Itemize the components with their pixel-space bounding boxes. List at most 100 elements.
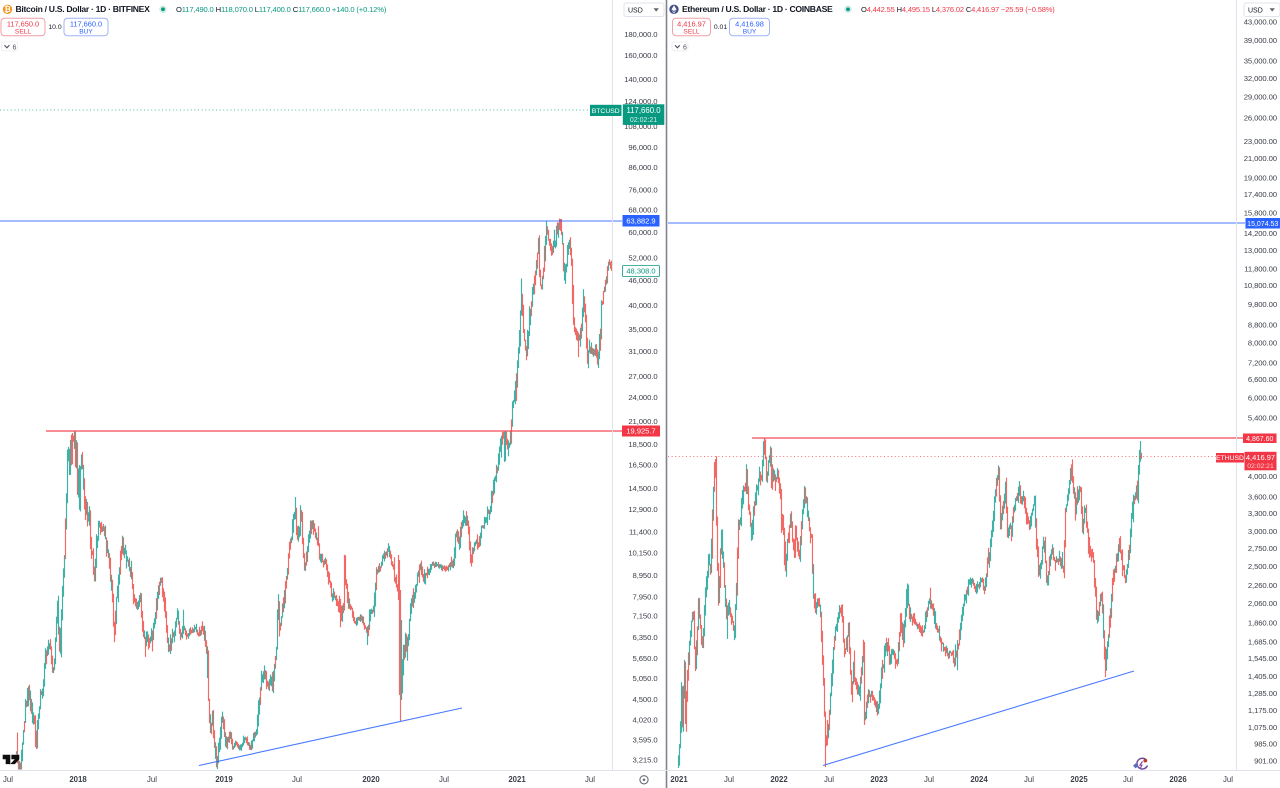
svg-text:BTCUSD: BTCUSD xyxy=(592,108,620,115)
svg-text:1,685.00: 1,685.00 xyxy=(1248,637,1277,646)
svg-text:BUY: BUY xyxy=(743,29,757,36)
svg-text:11,400.0: 11,400.0 xyxy=(629,527,658,536)
svg-text:48,308.0: 48,308.0 xyxy=(626,267,655,276)
svg-text:O117,490.0 H118,070.0 L117,400: O117,490.0 H118,070.0 L117,400.0 C117,66… xyxy=(176,5,388,14)
svg-text:8,800.00: 8,800.00 xyxy=(1248,320,1277,329)
svg-text:10.0: 10.0 xyxy=(48,24,61,31)
svg-text:ETHUSD: ETHUSD xyxy=(1216,455,1244,462)
svg-text:02:02:21: 02:02:21 xyxy=(630,117,657,124)
svg-text:31,000.0: 31,000.0 xyxy=(628,347,657,356)
svg-text:4,416.97: 4,416.97 xyxy=(677,19,706,28)
svg-text:11,800.00: 11,800.00 xyxy=(1244,264,1277,273)
svg-text:2025: 2025 xyxy=(1070,775,1088,784)
svg-text:29,000.00: 29,000.00 xyxy=(1244,93,1277,102)
svg-text:4,500.0: 4,500.0 xyxy=(633,695,658,704)
svg-text:8,950.0: 8,950.0 xyxy=(633,571,658,580)
svg-text:40,000.0: 40,000.0 xyxy=(628,301,657,310)
svg-text:2024: 2024 xyxy=(970,775,988,784)
svg-text:0.01: 0.01 xyxy=(714,24,727,31)
svg-text:4,867.60: 4,867.60 xyxy=(1246,436,1273,443)
svg-text:Jul: Jul xyxy=(724,775,734,784)
svg-text:6: 6 xyxy=(13,44,17,51)
svg-text:2019: 2019 xyxy=(215,775,233,784)
svg-text:2,060.00: 2,060.00 xyxy=(1248,599,1277,608)
svg-text:Jul: Jul xyxy=(1123,775,1133,784)
svg-text:Jul: Jul xyxy=(439,775,449,784)
svg-text:6,600.00: 6,600.00 xyxy=(1248,375,1277,384)
svg-text:76,000.0: 76,000.0 xyxy=(628,185,657,194)
svg-text:5,400.00: 5,400.00 xyxy=(1248,414,1277,423)
svg-text:2023: 2023 xyxy=(870,775,888,784)
svg-text:19,925.7: 19,925.7 xyxy=(626,427,655,436)
svg-text:7,950.0: 7,950.0 xyxy=(633,592,658,601)
svg-text:63,882.9: 63,882.9 xyxy=(626,216,655,225)
svg-text:68,000.0: 68,000.0 xyxy=(628,205,657,214)
svg-text:86,000.0: 86,000.0 xyxy=(628,163,657,172)
svg-text:6,000.00: 6,000.00 xyxy=(1248,393,1277,402)
svg-text:7,200.00: 7,200.00 xyxy=(1248,359,1277,368)
svg-text:10,150.0: 10,150.0 xyxy=(628,548,657,557)
svg-text:Jul: Jul xyxy=(1223,775,1233,784)
svg-text:19,000.00: 19,000.00 xyxy=(1244,173,1277,182)
svg-text:21,000.00: 21,000.00 xyxy=(1244,154,1277,163)
svg-text:6: 6 xyxy=(683,44,687,51)
svg-text:Bitcoin / U.S. Dollar · 1D · B: Bitcoin / U.S. Dollar · 1D · BITFINEX xyxy=(16,4,151,14)
svg-text:10,800.00: 10,800.00 xyxy=(1244,281,1277,290)
svg-text:4,416.98: 4,416.98 xyxy=(735,19,764,28)
svg-text:1,545.00: 1,545.00 xyxy=(1248,654,1277,663)
svg-text:1,075.00: 1,075.00 xyxy=(1248,723,1277,732)
svg-text:2,260.00: 2,260.00 xyxy=(1248,581,1277,590)
svg-text:3,300.00: 3,300.00 xyxy=(1248,509,1277,518)
svg-text:Jul: Jul xyxy=(824,775,834,784)
svg-text:12,900.0: 12,900.0 xyxy=(628,505,657,514)
svg-text:2020: 2020 xyxy=(362,775,380,784)
svg-text:21,000.0: 21,000.0 xyxy=(628,417,657,426)
svg-text:3,595.0: 3,595.0 xyxy=(633,736,658,745)
svg-text:2026: 2026 xyxy=(1169,775,1187,784)
svg-text:124,000.0: 124,000.0 xyxy=(624,97,657,106)
svg-text:3,600.00: 3,600.00 xyxy=(1248,492,1277,501)
svg-text:Ethereum / U.S. Dollar · 1D ·: Ethereum / U.S. Dollar · 1D · COINBASE xyxy=(682,4,833,14)
svg-text:3,215.0: 3,215.0 xyxy=(633,756,658,765)
svg-text:USD: USD xyxy=(1248,7,1263,14)
svg-text:14,500.0: 14,500.0 xyxy=(628,484,657,493)
svg-text:14,200.00: 14,200.00 xyxy=(1244,229,1277,238)
svg-text:32,000.00: 32,000.00 xyxy=(1244,74,1277,83)
svg-text:16,500.0: 16,500.0 xyxy=(628,461,657,470)
svg-text:Jul: Jul xyxy=(147,775,157,784)
svg-text:02:02:21: 02:02:21 xyxy=(1247,463,1274,470)
svg-text:117,650.0: 117,650.0 xyxy=(7,19,39,28)
svg-text:52,000.0: 52,000.0 xyxy=(628,254,657,263)
svg-text:15,800.00: 15,800.00 xyxy=(1244,209,1277,218)
svg-text:24,000.0: 24,000.0 xyxy=(628,393,657,402)
svg-text:96,000.0: 96,000.0 xyxy=(628,143,657,152)
svg-text:Jul: Jul xyxy=(585,775,595,784)
svg-text:35,000.00: 35,000.00 xyxy=(1244,57,1277,66)
svg-text:4,416.97: 4,416.97 xyxy=(1246,453,1275,462)
svg-text:27,000.0: 27,000.0 xyxy=(628,372,657,381)
svg-text:Jul: Jul xyxy=(924,775,934,784)
svg-text:9,800.00: 9,800.00 xyxy=(1248,300,1277,309)
svg-text:46,000.0: 46,000.0 xyxy=(628,276,657,285)
svg-text:1,860.00: 1,860.00 xyxy=(1248,618,1277,627)
svg-text:7,150.0: 7,150.0 xyxy=(633,611,658,620)
svg-text:60,000.0: 60,000.0 xyxy=(628,228,657,237)
svg-text:2022: 2022 xyxy=(770,775,788,784)
svg-text:18,500.0: 18,500.0 xyxy=(628,440,657,449)
svg-text:3,000.00: 3,000.00 xyxy=(1248,527,1277,536)
svg-text:26,000.00: 26,000.00 xyxy=(1244,113,1277,122)
svg-text:4,000.00: 4,000.00 xyxy=(1248,472,1277,481)
svg-text:985.00: 985.00 xyxy=(1254,740,1277,749)
svg-text:8,000.00: 8,000.00 xyxy=(1248,339,1277,348)
svg-text:35,000.0: 35,000.0 xyxy=(628,325,657,334)
svg-text:Jul: Jul xyxy=(3,775,13,784)
svg-text:SELL: SELL xyxy=(15,29,31,36)
svg-text:6,350.0: 6,350.0 xyxy=(633,633,658,642)
svg-text:O4,442.55 H4,495.15 L4,376.02: O4,442.55 H4,495.15 L4,376.02 C4,416.97 … xyxy=(861,5,1057,14)
svg-text:BUY: BUY xyxy=(79,29,93,36)
svg-text:13,000.00: 13,000.00 xyxy=(1244,246,1277,255)
svg-text:17,400.00: 17,400.00 xyxy=(1244,190,1277,199)
svg-text:2,750.00: 2,750.00 xyxy=(1248,544,1277,553)
svg-text:117,660.0: 117,660.0 xyxy=(626,106,661,115)
svg-text:Jul: Jul xyxy=(1024,775,1034,784)
